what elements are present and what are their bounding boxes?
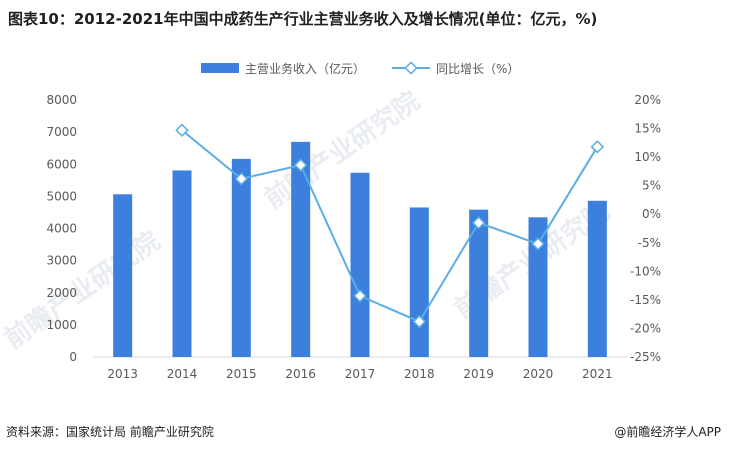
x-tick-label: 2016 [285, 367, 316, 381]
y-left-tick-label: 6000 [46, 157, 77, 171]
growth-point-2021 [590, 140, 605, 154]
bar-2020 [528, 217, 548, 357]
y-left-tick-label: 7000 [46, 125, 77, 139]
growth-point-2016 [293, 158, 308, 172]
y-right-tick-label: -5% [638, 236, 661, 250]
y-right-tick-label: 10% [634, 150, 661, 164]
growth-point-2015 [234, 172, 249, 186]
bar-2014 [172, 170, 192, 357]
x-tick-label: 2018 [404, 367, 435, 381]
legend-line-label: 同比增长（%） [436, 62, 519, 76]
y-left-tick-label: 5000 [46, 189, 77, 203]
growth-line [181, 129, 599, 323]
y-right-tick-label: -20% [630, 321, 661, 335]
x-tick-label: 2021 [582, 367, 613, 381]
y-right-tick-label: 0% [642, 207, 661, 221]
bar-2019 [469, 209, 489, 357]
legend-bar-swatch [201, 63, 239, 73]
growth-point-2019 [471, 216, 486, 230]
y-right-tick-label: 5% [642, 179, 661, 193]
y-left-tick-label: 3000 [46, 254, 77, 268]
x-tick-label: 2015 [226, 367, 257, 381]
bar-2015 [231, 158, 251, 357]
y-right-tick-label: -15% [630, 293, 661, 307]
y-left-tick-label: 8000 [46, 93, 77, 107]
legend: 主营业务收入（亿元） 同比增长（%） [201, 61, 519, 76]
growth-point-2020 [531, 237, 545, 251]
growth-point-2014 [175, 123, 189, 137]
x-tick-label: 2017 [345, 367, 376, 381]
y-right-tick-label: 20% [634, 93, 661, 107]
y-left-tick-label: 1000 [46, 318, 77, 332]
bar-2013 [113, 194, 133, 357]
legend-line-marker [404, 61, 418, 75]
x-tick-label: 2019 [463, 367, 494, 381]
x-tick-label: 2013 [107, 367, 138, 381]
growth-point-2018 [412, 314, 427, 329]
brand-label: @前瞻经济学人APP [614, 425, 721, 439]
y-right-tick-label: 15% [634, 122, 661, 136]
bar-2018 [409, 207, 429, 357]
y-left-tick-label: 4000 [46, 222, 77, 236]
bar-2016 [291, 141, 311, 357]
y-left-tick-label: 2000 [46, 286, 77, 300]
legend-bar-label: 主营业务收入（亿元） [245, 61, 365, 76]
chart-title: 图表10：2012-2021年中国中成药生产行业主营业务收入及增长情况(单位：亿… [8, 10, 598, 28]
bar-2021 [587, 200, 607, 357]
growth-point-2017 [353, 289, 367, 303]
x-tick-label: 2020 [523, 367, 554, 381]
y-right-tick-label: -10% [630, 264, 661, 278]
y-right-tick-label: -25% [630, 350, 661, 364]
bar-2017 [350, 172, 370, 357]
x-tick-label: 2014 [167, 367, 198, 381]
source-note: 资料来源：国家统计局 前瞻产业研究院 [6, 425, 214, 439]
y-left-tick-label: 0 [69, 350, 77, 364]
